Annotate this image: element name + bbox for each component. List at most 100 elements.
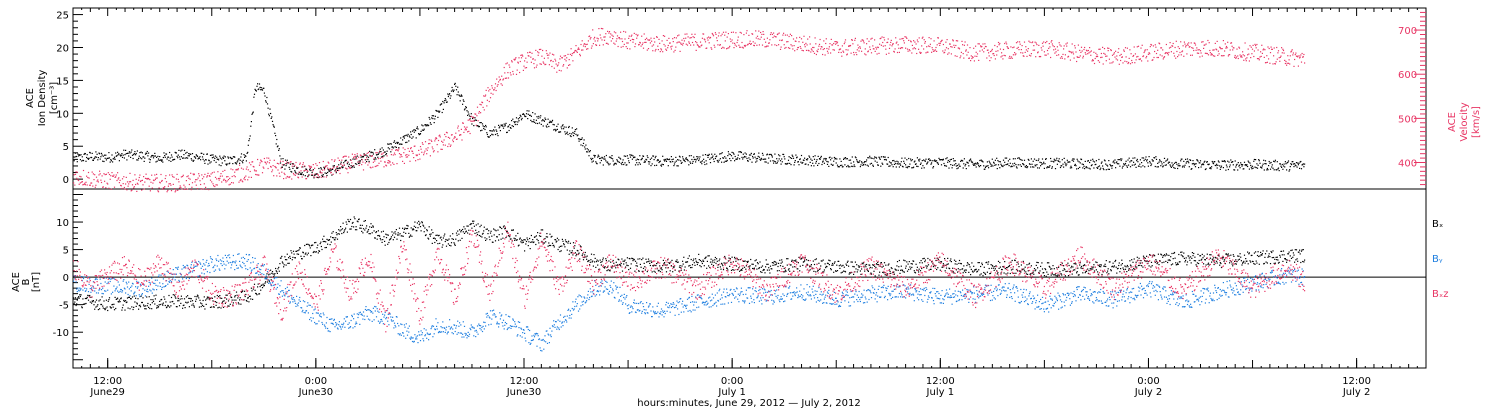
density-point: [670, 156, 672, 158]
velocity-point: [1221, 48, 1223, 50]
bx-point: [322, 240, 324, 243]
bx-point: [262, 283, 264, 285]
density-point: [523, 113, 525, 116]
density-point: [322, 176, 324, 178]
velocity-point: [918, 48, 920, 50]
top-right-label-line2: Velocity: [1459, 102, 1470, 141]
velocity-point: [311, 173, 313, 175]
density-point: [1069, 167, 1071, 169]
velocity-point: [639, 42, 641, 44]
velocity-point: [766, 37, 768, 39]
velocity-point: [91, 182, 93, 184]
density-point: [1256, 167, 1259, 169]
velocity-point: [726, 36, 728, 38]
density-point: [489, 130, 491, 132]
velocity-point: [1032, 41, 1034, 43]
density-point: [688, 155, 690, 157]
density-point: [794, 161, 796, 163]
density-point: [162, 156, 164, 159]
velocity-point: [586, 48, 588, 50]
density-point: [366, 161, 368, 163]
density-point: [156, 156, 158, 158]
velocity-point: [237, 168, 239, 170]
bx-point: [354, 229, 357, 231]
density-point: [377, 153, 379, 155]
density-point: [130, 151, 132, 153]
velocity-point: [1020, 52, 1022, 54]
velocity-point: [400, 154, 402, 156]
density-point: [281, 166, 283, 168]
velocity-point: [544, 64, 546, 66]
velocity-point: [610, 33, 612, 35]
density-point: [250, 125, 252, 127]
bottom-left-tick-label: -5: [59, 301, 69, 312]
velocity-point: [1006, 46, 1008, 48]
density-point: [734, 160, 736, 162]
velocity-point: [789, 47, 791, 49]
density-point: [276, 138, 278, 141]
velocity-point: [342, 156, 344, 158]
velocity-point: [657, 49, 659, 51]
density-point: [206, 153, 208, 155]
velocity-point: [255, 170, 257, 172]
bx-point: [388, 241, 390, 244]
density-point: [533, 121, 536, 123]
velocity-point: [739, 46, 741, 48]
density-point: [279, 155, 281, 157]
density-point: [1227, 160, 1229, 162]
bx-point: [190, 298, 192, 300]
density-point: [180, 156, 182, 158]
velocity-point: [519, 71, 521, 74]
density-point: [150, 156, 152, 158]
density-point: [922, 165, 924, 167]
velocity-point: [334, 159, 336, 161]
density-point: [199, 156, 201, 158]
velocity-point: [226, 180, 228, 182]
density-point: [480, 130, 482, 132]
density-point: [371, 151, 373, 153]
density-point: [796, 157, 798, 159]
density-point: [813, 158, 816, 160]
density-point: [597, 156, 599, 158]
bx-point: [350, 228, 352, 230]
density-point: [541, 120, 543, 122]
bx-point: [287, 262, 289, 264]
velocity-point: [1144, 49, 1146, 51]
bx-point: [187, 295, 189, 297]
density-point: [425, 125, 427, 127]
bx-point: [235, 299, 237, 301]
density-point: [352, 158, 354, 160]
velocity-point: [176, 173, 178, 175]
bx-point: [380, 231, 383, 233]
velocity-point: [601, 39, 603, 41]
velocity-point: [1194, 44, 1197, 46]
velocity-point: [1041, 42, 1044, 44]
bx-point: [152, 299, 154, 301]
velocity-point: [747, 43, 749, 45]
density-point: [918, 159, 920, 161]
velocity-point: [866, 38, 868, 40]
velocity-point: [239, 180, 241, 182]
density-point: [1173, 162, 1176, 164]
density-point: [309, 169, 311, 171]
density-point: [1277, 167, 1280, 169]
velocity-point: [917, 41, 919, 43]
density-point: [1120, 159, 1122, 162]
velocity-point: [764, 46, 766, 48]
density-point: [1126, 165, 1128, 167]
velocity-point: [1019, 43, 1021, 45]
velocity-point: [1275, 61, 1277, 63]
bx-point: [382, 230, 384, 232]
bx-point: [333, 237, 335, 239]
velocity-point: [347, 172, 349, 174]
density-point: [1090, 159, 1092, 161]
velocity-point: [1230, 42, 1232, 44]
density-point: [269, 108, 271, 110]
velocity-point: [572, 60, 574, 62]
density-point: [697, 156, 699, 158]
density-point: [483, 127, 485, 130]
velocity-point: [218, 179, 220, 181]
density-point: [463, 100, 465, 102]
density-point: [239, 162, 241, 164]
density-point: [739, 158, 741, 160]
